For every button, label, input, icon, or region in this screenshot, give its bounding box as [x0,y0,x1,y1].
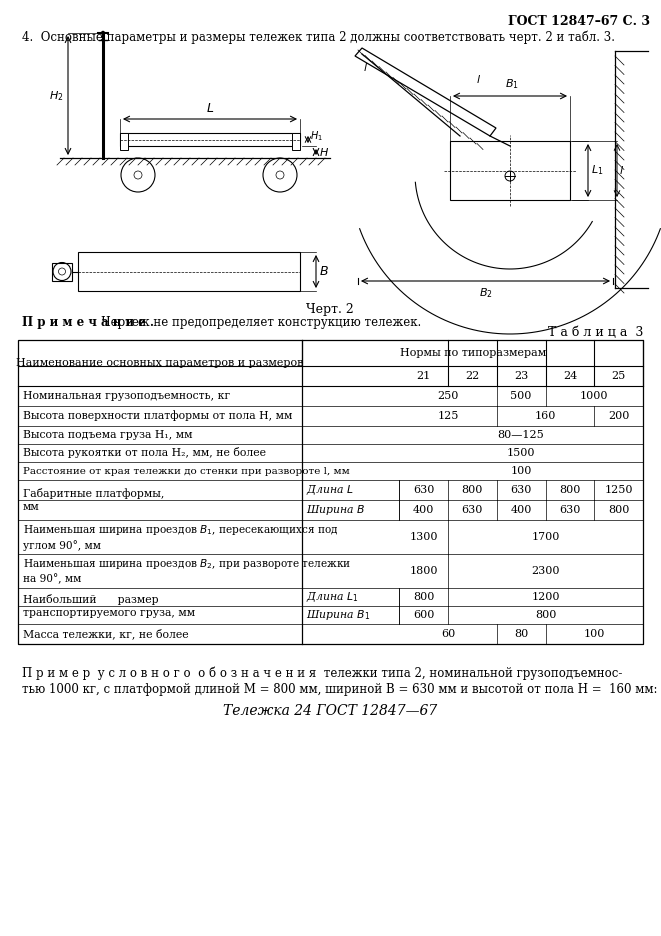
Text: 800: 800 [535,610,556,620]
Text: $l$: $l$ [476,73,481,85]
Text: Расстояние от края тележки до стенки при развороте l, мм: Расстояние от края тележки до стенки при… [23,466,350,475]
Text: Т а б л и ц а  3: Т а б л и ц а 3 [547,326,643,339]
Text: Номинальная грузоподъемность, кг: Номинальная грузоподъемность, кг [23,391,230,401]
Text: 250: 250 [438,391,459,401]
Text: 23: 23 [514,371,528,381]
Text: П р и м е р  у с л о в н о г о  о б о з н а ч е н и я  тележки типа 2, номинальн: П р и м е р у с л о в н о г о о б о з н … [22,666,623,680]
Text: тью 1000 кг, с платформой длиной М = 800 мм, шириной В = 630 мм и высотой от пол: тью 1000 кг, с платформой длиной М = 800… [22,683,658,696]
Text: Нормы по типоразмерам: Нормы по типоразмерам [399,348,546,358]
Text: $L_1$: $L_1$ [591,164,603,178]
Text: 22: 22 [465,371,479,381]
Bar [120,133,128,150]
Text: 4.  Основные параметры и размеры тележек типа 2 должны соответствовать черт. 2 и: 4. Основные параметры и размеры тележек … [22,31,615,45]
Text: Чертеж не предопределяет конструкцию тележек.: Чертеж не предопределяет конструкцию тел… [94,316,421,329]
Text: 1250: 1250 [604,485,633,495]
Text: 800: 800 [461,485,483,495]
Text: 2300: 2300 [531,566,560,576]
Text: Черт. 2: Черт. 2 [306,303,354,316]
Text: 24: 24 [563,371,577,381]
Text: Тележка 24 ГОСТ 12847—67: Тележка 24 ГОСТ 12847—67 [223,704,437,718]
Text: 1000: 1000 [580,391,609,401]
Text: 200: 200 [608,411,629,421]
Text: Ширина $B$: Ширина $B$ [307,503,366,517]
Text: $H$: $H$ [319,146,329,158]
Text: Длина $L_1$: Длина $L_1$ [307,590,359,604]
Text: 500: 500 [510,391,532,401]
Text: $l$: $l$ [363,61,368,73]
Text: $H_2$: $H_2$ [50,89,64,103]
Bar [78,252,300,291]
Bar [52,262,72,281]
Text: 1200: 1200 [531,592,560,602]
Bar [120,133,300,146]
Text: 630: 630 [413,485,434,495]
Text: 1500: 1500 [507,448,535,458]
Text: П р и м е ч а н и е .: П р и м е ч а н и е . [22,316,154,329]
Text: 800: 800 [559,485,580,495]
Text: 630: 630 [461,505,483,515]
Text: 800: 800 [608,505,629,515]
Text: 80—125: 80—125 [498,430,545,440]
Text: Наименование основных параметров и размеров: Наименование основных параметров и разме… [17,358,304,368]
Bar [292,133,300,150]
Polygon shape [355,48,496,136]
Text: Наименьшая ширина проездов $B_2$, при развороте тележки
на 90°, мм: Наименьшая ширина проездов $B_2$, при ра… [23,557,352,585]
Text: 630: 630 [510,485,532,495]
Text: 80: 80 [514,629,528,639]
Bar [18,340,643,644]
Text: 1800: 1800 [409,566,438,576]
Text: Наибольший      размер
транспортируемого груза, мм: Наибольший размер транспортируемого груз… [23,594,195,618]
Text: $l$: $l$ [619,165,624,177]
Text: Длина $L$: Длина $L$ [307,483,354,497]
Text: 1300: 1300 [409,532,438,542]
Text: $B$: $B$ [319,265,329,278]
Text: Высота рукоятки от пола H₂, мм, не более: Высота рукоятки от пола H₂, мм, не более [23,447,266,459]
Text: 100: 100 [584,629,605,639]
Text: $B_1$: $B_1$ [505,77,519,91]
Text: Габаритные платформы,
мм: Габаритные платформы, мм [23,489,165,512]
Text: Высота поверхности платформы от пола H, мм: Высота поверхности платформы от пола H, … [23,411,292,421]
Text: 600: 600 [413,610,434,620]
Bar [450,141,570,200]
Text: $L$: $L$ [206,102,214,115]
Text: Масса тележки, кг, не более: Масса тележки, кг, не более [23,629,188,639]
Text: 125: 125 [438,411,459,421]
Text: 1700: 1700 [531,532,560,542]
Text: 800: 800 [413,592,434,602]
Text: $B_2$: $B_2$ [479,286,492,300]
Text: 21: 21 [416,371,431,381]
Text: 400: 400 [413,505,434,515]
Text: Высота подъема груза H₁, мм: Высота подъема груза H₁, мм [23,430,192,440]
Text: 160: 160 [535,411,556,421]
Text: 630: 630 [559,505,580,515]
Text: 60: 60 [441,629,455,639]
Text: 25: 25 [611,371,626,381]
Text: $H_1$: $H_1$ [310,129,323,143]
Text: 400: 400 [510,505,532,515]
Text: 100: 100 [510,466,532,476]
Text: Ширина $B_1$: Ширина $B_1$ [307,608,371,622]
Text: ГОСТ 12847–67 С. 3: ГОСТ 12847–67 С. 3 [508,15,650,28]
Text: Наименьшая ширина проездов $B_1$, пересекающихся под
углом 90°, мм: Наименьшая ширина проездов $B_1$, пересе… [23,523,338,550]
